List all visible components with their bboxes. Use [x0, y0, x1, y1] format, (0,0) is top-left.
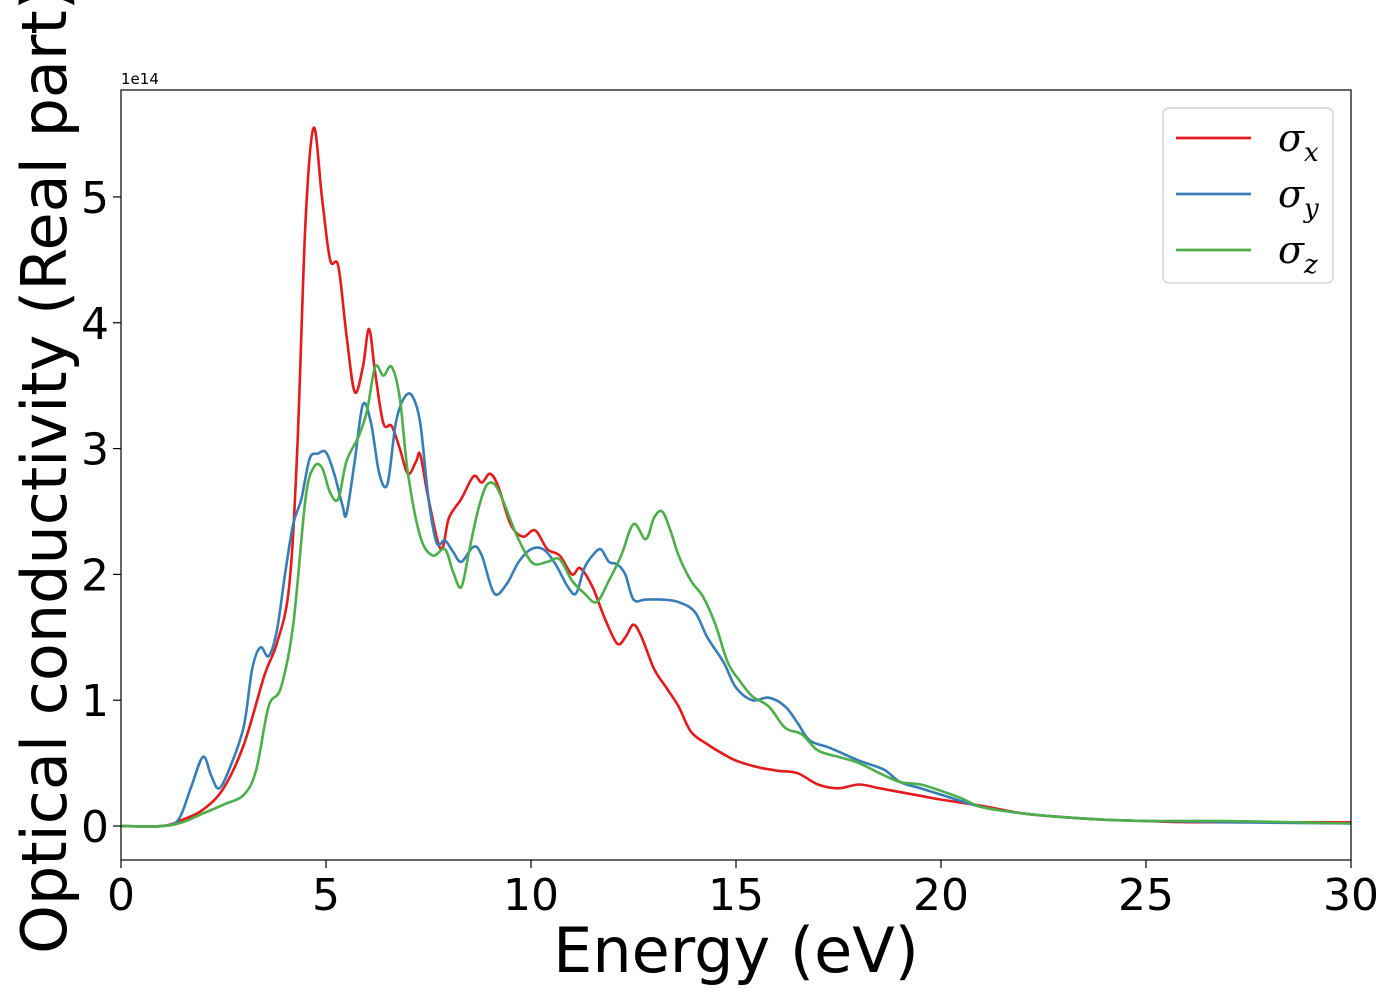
legend-label-x: σx [1278, 116, 1319, 168]
x-tick-label: 30 [1323, 870, 1379, 921]
x-tick-label: 25 [1118, 870, 1174, 921]
series-line-x [121, 126, 1351, 828]
x-axis-label: Energy (eV) [553, 914, 919, 987]
x-tick-label: 10 [503, 870, 559, 921]
x-tick-label: 15 [708, 870, 764, 921]
x-axis: 0 5 10 15 20 25 30 [107, 860, 1379, 921]
series-layer [121, 126, 1351, 828]
y-tick-label: 3 [81, 425, 109, 476]
x-tick-label: 5 [312, 870, 340, 921]
legend-frame [1162, 107, 1334, 284]
x-tick-label: 0 [107, 870, 135, 921]
x-tick-label: 20 [913, 870, 969, 921]
series-line-z [121, 364, 1351, 828]
y-axis-label: Optical conductivity (Real part) [8, 0, 81, 954]
y-offset-text: 1e14 [121, 70, 159, 88]
legend-label-z: σz [1278, 228, 1318, 280]
y-tick-label: 2 [81, 550, 109, 601]
y-axis: 0 1 2 3 4 5 [81, 173, 121, 853]
y-tick-label: 1 [81, 676, 109, 727]
legend-label-y: σy [1278, 172, 1319, 224]
y-tick-label: 0 [81, 802, 109, 853]
y-tick-label: 4 [81, 299, 109, 350]
series-line-y [121, 392, 1351, 828]
y-tick-label: 5 [81, 173, 109, 224]
